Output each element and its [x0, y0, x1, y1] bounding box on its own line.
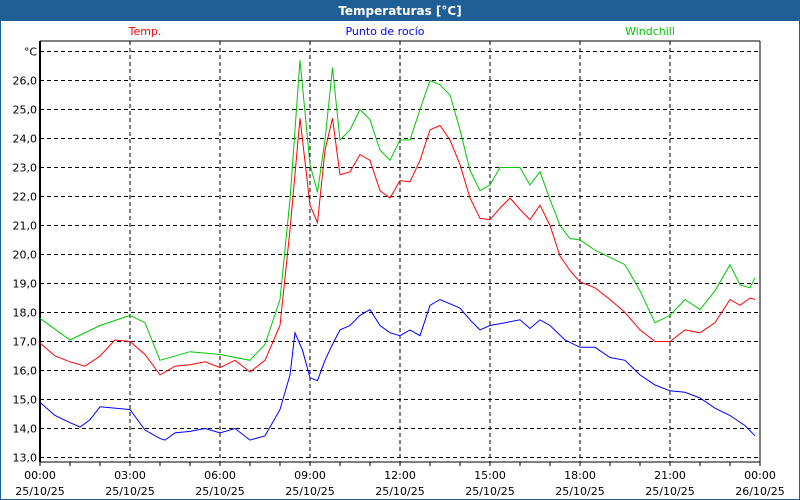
x-tick-date: 26/10/25	[735, 485, 784, 498]
y-tick-label: 13,0	[13, 452, 38, 465]
chart-title: Temperaturas [°C]	[1, 1, 799, 21]
y-tick-label: 17,0	[13, 336, 38, 349]
y-tick-label: 20,0	[13, 249, 38, 262]
x-tick-date: 25/10/25	[375, 485, 424, 498]
y-tick-label: 24,0	[13, 133, 38, 146]
x-tick-time: 15:00	[474, 469, 506, 482]
x-tick-time: 12:00	[384, 469, 416, 482]
y-axis-unit: °C	[24, 46, 38, 59]
x-tick-date: 25/10/25	[465, 485, 514, 498]
x-tick-date: 25/10/25	[645, 485, 694, 498]
series-line-2	[39, 60, 756, 361]
legend-entry: Punto de rocío	[345, 25, 424, 38]
x-tick-time: 06:00	[204, 469, 236, 482]
y-tick-label: 18,0	[13, 307, 38, 320]
legend-entry: Windchill	[625, 25, 675, 38]
x-tick-date: 25/10/25	[15, 485, 64, 498]
x-tick-date: 25/10/25	[555, 485, 604, 498]
x-tick-date: 25/10/25	[195, 485, 244, 498]
legend-entry: Temp.	[128, 25, 162, 38]
x-tick-time: 00:00	[24, 469, 56, 482]
y-tick-label: 25,0	[13, 104, 38, 117]
y-tick-label: 16,0	[13, 365, 38, 378]
series-line-0	[39, 118, 756, 376]
x-tick-time: 21:00	[654, 469, 686, 482]
y-tick-label: 26,0	[13, 75, 38, 88]
y-tick-label: 14,0	[13, 423, 38, 436]
x-tick-time: 18:00	[564, 469, 596, 482]
series-line-1	[39, 298, 756, 441]
y-tick-label: 23,0	[13, 162, 38, 175]
x-tick-time: 03:00	[114, 469, 146, 482]
y-tick-label: 19,0	[13, 278, 38, 291]
y-tick-label: 15,0	[13, 394, 38, 407]
y-tick-label: 22,0	[13, 191, 38, 204]
x-tick-time: 00:00	[744, 469, 776, 482]
x-tick-date: 25/10/25	[285, 485, 334, 498]
y-tick-label: 21,0	[13, 220, 38, 233]
x-tick-date: 25/10/25	[105, 485, 154, 498]
x-tick-time: 09:00	[294, 469, 326, 482]
